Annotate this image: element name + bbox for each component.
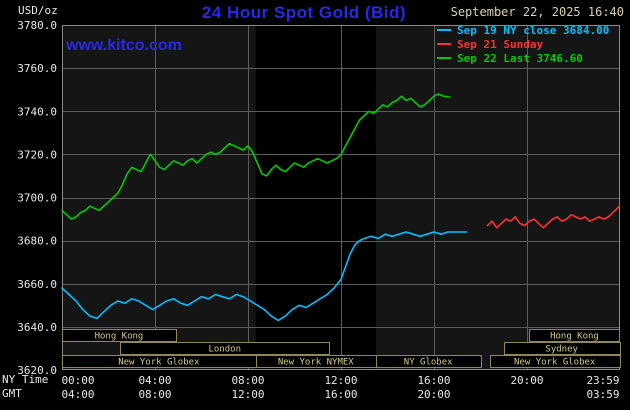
session-box bbox=[376, 355, 482, 368]
gmt-axis-label: GMT bbox=[2, 387, 22, 400]
session-label: Sydney bbox=[545, 345, 578, 355]
x-tick-gmt-label: 03:59 bbox=[586, 388, 619, 401]
y-tick-label: 3700.0 bbox=[17, 192, 57, 205]
session-label: New York Globex bbox=[118, 358, 200, 368]
x-tick-ny-label: 08:00 bbox=[231, 374, 264, 387]
x-tick-ny-label: 12:00 bbox=[324, 374, 357, 387]
price-line-sep19 bbox=[61, 231, 468, 322]
session-box bbox=[529, 329, 620, 342]
y-tick-label: 3780.0 bbox=[17, 19, 57, 32]
y-tick-label: 3640.0 bbox=[17, 321, 57, 334]
price-line-sep22 bbox=[61, 93, 451, 220]
session-label: New York Globex bbox=[514, 358, 596, 368]
legend: Sep 19 NY close 3684.00 Sep 21 Sunday Se… bbox=[437, 23, 609, 65]
plot-border bbox=[62, 25, 620, 370]
session-label: New York NYMEX bbox=[278, 358, 354, 368]
session-label: London bbox=[208, 345, 241, 355]
x-tick-ny-label: 23:59 bbox=[586, 374, 619, 387]
legend-label: Sep 19 NY close 3684.00 bbox=[457, 23, 610, 37]
session-box bbox=[490, 355, 621, 368]
x-tick-gmt-label: 04:00 bbox=[61, 388, 94, 401]
x-tick-ny-label: 20:00 bbox=[510, 374, 543, 387]
session-label: Hong Kong bbox=[550, 332, 599, 342]
chart-datetime: September 22, 2025 16:40 bbox=[450, 5, 624, 19]
x-tick-gmt-label: 16:00 bbox=[324, 388, 357, 401]
legend-label: Sep 21 Sunday bbox=[457, 37, 544, 51]
legend-item: Sep 21 Sunday bbox=[437, 37, 609, 51]
y-tick-label: 3660.0 bbox=[17, 278, 57, 291]
session-label: NY Globex bbox=[404, 358, 453, 368]
ny-time-axis-label: NY Time bbox=[2, 373, 49, 386]
legend-label: Sep 22 Last 3746.60 bbox=[457, 51, 583, 65]
y-axis-unit-label: USD/oz bbox=[18, 4, 58, 17]
x-tick-ny-label: 00:00 bbox=[61, 374, 94, 387]
nymex-highlight-band bbox=[255, 25, 376, 370]
legend-item: Sep 19 NY close 3684.00 bbox=[437, 23, 609, 37]
x-tick-gmt-label: 08:00 bbox=[138, 388, 171, 401]
y-tick-label: 3740.0 bbox=[17, 105, 57, 118]
x-tick-gmt-label: 12:00 bbox=[231, 388, 264, 401]
legend-dash bbox=[437, 43, 451, 45]
x-tick-ny-label: 04:00 bbox=[138, 374, 171, 387]
y-tick-label: 3760.0 bbox=[17, 62, 57, 75]
y-tick-label: 3680.0 bbox=[17, 235, 57, 248]
session-box bbox=[120, 342, 330, 355]
chart-title: 24 Hour Spot Gold (Bid) bbox=[201, 3, 407, 22]
kitco-watermark: www.kitco.com bbox=[66, 37, 182, 54]
x-tick-gmt-label: 20:00 bbox=[417, 388, 450, 401]
legend-dash bbox=[437, 29, 451, 31]
y-tick-label: 3620.0 bbox=[17, 364, 57, 377]
price-line-sep21 bbox=[486, 205, 621, 229]
legend-dash bbox=[437, 57, 451, 59]
session-label: Hong Kong bbox=[95, 332, 144, 342]
y-tick-label: 3720.0 bbox=[17, 148, 57, 161]
legend-item: Sep 22 Last 3746.60 bbox=[437, 51, 609, 65]
session-box bbox=[504, 342, 621, 355]
x-tick-ny-label: 16:00 bbox=[417, 374, 450, 387]
session-box bbox=[62, 329, 177, 342]
